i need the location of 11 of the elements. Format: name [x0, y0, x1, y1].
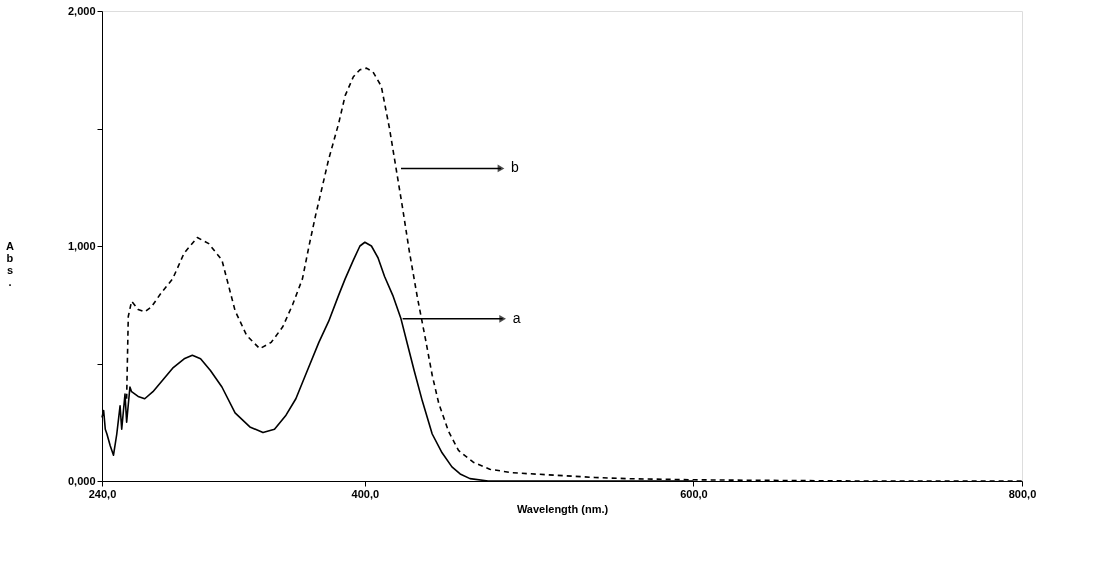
x-axis-title: Wavelength (nm.): [516, 502, 609, 515]
y-tick-label: 2,000: [67, 4, 96, 17]
annotation: b: [511, 159, 519, 176]
y-axis-title: Abs.: [6, 239, 14, 288]
annotation: a: [512, 309, 521, 326]
y-tick-label: 1,000: [67, 239, 96, 252]
y-tick-label: 0,000: [67, 474, 96, 487]
x-tick-label: 600,0: [680, 487, 708, 500]
x-tick-label: 240,0: [88, 487, 117, 500]
x-tick-label: 400,0: [351, 487, 380, 500]
x-tick-label: 800,0: [1008, 487, 1037, 500]
